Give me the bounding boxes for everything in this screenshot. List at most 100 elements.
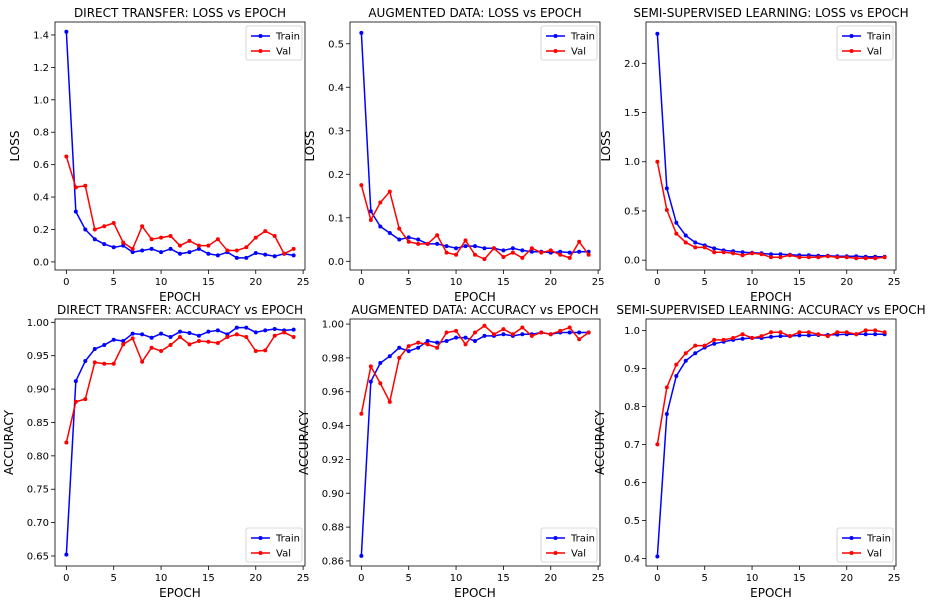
data-point-val bbox=[558, 252, 563, 257]
series-line-val bbox=[360, 324, 590, 414]
legend-marker bbox=[258, 34, 263, 38]
data-point-train bbox=[263, 252, 268, 257]
x-tick-label: 15 bbox=[497, 277, 510, 288]
data-point-train bbox=[435, 340, 440, 345]
legend: Train Val bbox=[245, 527, 303, 563]
data-point-val bbox=[378, 381, 383, 386]
series-line-train bbox=[65, 31, 294, 259]
data-point-train bbox=[778, 334, 783, 339]
data-point-val bbox=[406, 344, 411, 349]
data-point-val bbox=[83, 397, 88, 402]
data-point-val bbox=[149, 237, 154, 242]
chart-title: AUGMENTED DATA: LOSS vs EPOCH bbox=[368, 6, 581, 20]
x-tick-label: 0 bbox=[358, 277, 364, 288]
chart-panel: SEMI-SUPERVISED LEARNING: LOSS vs EPOCH 0… bbox=[599, 6, 909, 304]
y-tick-label: 0.0 bbox=[624, 256, 640, 267]
chart-panel: SEMI-SUPERVISED LEARNING: ACCURACY vs EP… bbox=[593, 303, 926, 600]
legend-label: Train bbox=[570, 534, 595, 545]
data-point-train bbox=[674, 220, 679, 225]
legend: Train Val bbox=[836, 527, 894, 563]
data-point-val bbox=[655, 442, 660, 447]
x-tick-label: 15 bbox=[793, 277, 806, 288]
data-point-val bbox=[539, 330, 544, 335]
data-point-train bbox=[83, 359, 88, 364]
x-axis-label: EPOCH bbox=[750, 290, 792, 304]
data-point-train bbox=[712, 341, 717, 346]
data-point-val bbox=[244, 335, 249, 340]
y-tick-label: 0.94 bbox=[322, 421, 344, 432]
x-tick-label: 25 bbox=[592, 573, 605, 584]
x-tick-label: 5 bbox=[702, 277, 708, 288]
data-point-val bbox=[435, 345, 440, 350]
y-tick-label: 0.86 bbox=[322, 556, 344, 567]
data-point-val bbox=[102, 224, 107, 229]
data-point-val bbox=[674, 362, 679, 367]
data-point-train bbox=[778, 252, 783, 257]
x-tick-label: 0 bbox=[654, 277, 660, 288]
data-point-val bbox=[835, 255, 840, 260]
data-point-train bbox=[196, 246, 201, 251]
data-point-val bbox=[387, 399, 392, 404]
y-tick-label: 0.5 bbox=[624, 206, 640, 217]
y-tick-label: 0.65 bbox=[27, 551, 49, 562]
data-point-train bbox=[567, 250, 572, 255]
data-point-val bbox=[529, 333, 534, 338]
chart-panel: DIRECT TRANSFER: ACCURACY vs EPOCH 0 5 10 15… bbox=[2, 303, 309, 600]
x-axis-label: EPOCH bbox=[159, 290, 201, 304]
data-point-train bbox=[482, 333, 487, 338]
data-point-train bbox=[463, 244, 468, 249]
data-point-val bbox=[454, 328, 459, 333]
data-point-val bbox=[693, 245, 698, 250]
x-tick-label: 10 bbox=[155, 573, 168, 584]
x-tick-label: 25 bbox=[297, 573, 310, 584]
data-point-val bbox=[444, 330, 449, 335]
data-point-train bbox=[873, 332, 878, 337]
data-point-val bbox=[272, 233, 277, 238]
x-tick-label: 20 bbox=[544, 277, 557, 288]
data-point-val bbox=[750, 336, 755, 340]
x-tick-label: 15 bbox=[497, 573, 510, 584]
data-point-train bbox=[92, 237, 97, 242]
x-tick-label: 20 bbox=[544, 573, 557, 584]
x-tick-label: 10 bbox=[450, 277, 463, 288]
legend: Train Val bbox=[540, 25, 598, 61]
data-point-val bbox=[529, 246, 534, 251]
data-point-val bbox=[282, 330, 287, 335]
data-point-train bbox=[454, 335, 459, 340]
x-tick-label: 20 bbox=[249, 573, 262, 584]
data-point-val bbox=[92, 227, 97, 232]
data-point-train bbox=[121, 243, 126, 248]
data-point-train bbox=[234, 325, 239, 330]
plot-frame bbox=[349, 21, 601, 271]
x-tick-label: 0 bbox=[654, 573, 660, 584]
data-point-val bbox=[769, 255, 773, 260]
data-point-val bbox=[882, 255, 887, 260]
data-point-val bbox=[712, 337, 717, 342]
y-tick-label: 0.88 bbox=[322, 523, 344, 534]
data-point-val bbox=[731, 251, 736, 256]
data-point-val bbox=[731, 336, 736, 340]
data-point-train bbox=[473, 244, 477, 249]
data-point-train bbox=[406, 235, 411, 240]
plot-frame bbox=[54, 21, 306, 271]
data-point-val bbox=[778, 255, 783, 260]
data-point-train bbox=[558, 249, 563, 254]
data-point-train bbox=[416, 345, 421, 350]
chart-title: DIRECT TRANSFER: ACCURACY vs EPOCH bbox=[57, 303, 303, 317]
data-point-val bbox=[882, 330, 887, 335]
y-tick-label: 0.8 bbox=[624, 402, 640, 413]
data-point-val bbox=[740, 332, 745, 337]
data-point-val bbox=[102, 361, 107, 366]
y-tick-label: 1.0 bbox=[624, 157, 640, 168]
data-point-train bbox=[712, 246, 717, 251]
legend-marker bbox=[258, 551, 263, 555]
x-tick-label: 25 bbox=[888, 573, 901, 584]
data-point-val bbox=[759, 334, 764, 339]
x-tick-label: 5 bbox=[406, 277, 412, 288]
x-tick-label: 15 bbox=[793, 573, 806, 584]
legend: Train Val bbox=[540, 527, 598, 563]
data-point-train bbox=[215, 253, 220, 258]
plot-frame bbox=[349, 318, 601, 567]
x-tick-label: 0 bbox=[63, 277, 69, 288]
data-point-val bbox=[368, 364, 373, 369]
